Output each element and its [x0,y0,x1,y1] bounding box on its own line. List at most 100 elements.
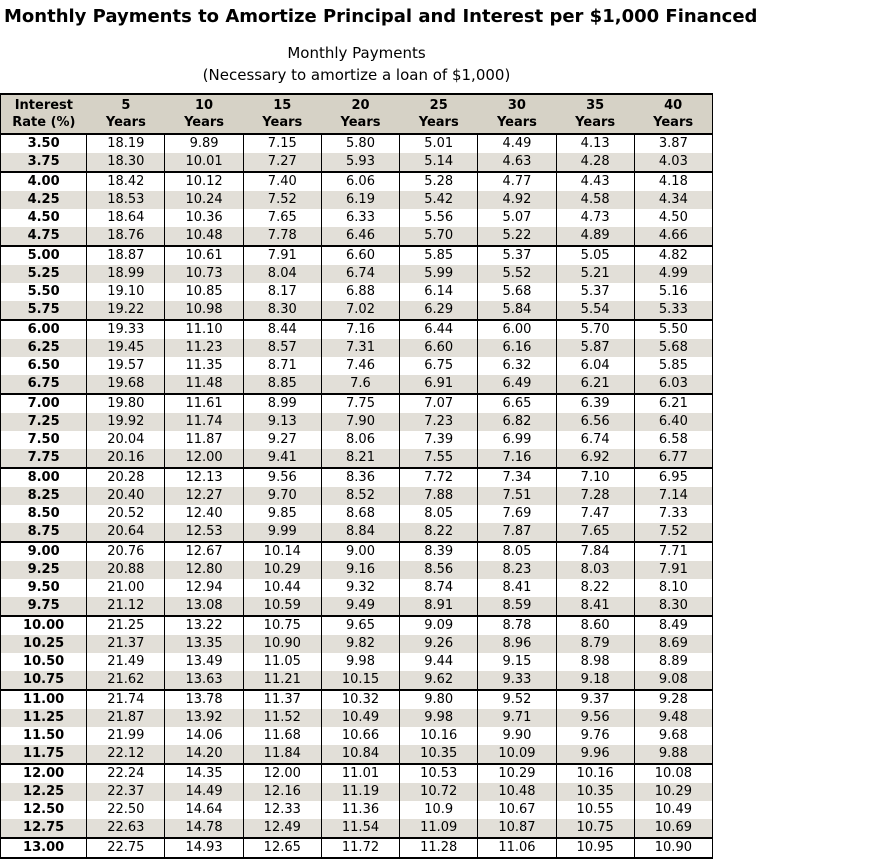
payment-value-cell: 10.08 [633,763,714,783]
table-row: 7.00 19.80 11.61 8.99 7.75 7.07 6.65 6.39 6.21 [0,393,714,413]
amortization-table: Interest Rate (%) 5 Years 10 Years 15 Years 20 Ye… [0,93,714,859]
payment-value-cell: 7.07 [399,393,479,413]
payment-value-cell: 8.30 [242,301,322,320]
payment-value-cell: 19.10 [86,283,166,301]
payment-value-cell: 10.32 [320,689,401,709]
payment-value-cell: 8.96 [477,635,557,653]
payment-value-cell: 21.49 [86,653,166,671]
payment-value-cell: 19.22 [86,301,166,320]
payment-value-cell: 22.50 [86,801,166,819]
payment-value-cell: 8.03 [555,561,635,579]
interest-rate-cell: 9.75 [0,597,88,616]
payment-value-cell: 6.88 [320,283,401,301]
payment-value-cell: 9.16 [320,561,401,579]
payment-value-cell: 9.00 [320,541,401,561]
payment-value-cell: 6.06 [320,171,401,191]
payment-value-cell: 7.51 [477,487,557,505]
payment-value-cell: 9.56 [555,709,635,727]
payment-value-cell: 7.84 [555,541,635,561]
payment-value-cell: 11.68 [242,727,322,745]
payment-value-cell: 4.03 [633,153,714,172]
table-row: 8.50 20.52 12.40 9.85 8.68 8.05 7.69 7.47 7.33 [0,505,714,523]
payment-value-cell: 8.60 [555,615,635,635]
payment-value-cell: 19.68 [86,375,166,394]
payment-value-cell: 8.17 [242,283,322,301]
payment-value-cell: 4.34 [633,191,714,209]
payment-value-cell: 8.57 [242,339,322,357]
payment-value-cell: 6.58 [633,431,714,449]
payment-value-cell: 11.61 [164,393,244,413]
payment-value-cell: 12.49 [242,819,322,838]
interest-rate-cell: 8.50 [0,505,88,523]
table-row: 4.00 18.42 10.12 7.40 6.06 5.28 4.77 4.43 4.18 [0,171,714,191]
payment-value-cell: 9.18 [555,671,635,690]
payment-value-cell: 5.16 [633,283,714,301]
interest-rate-cell: 6.50 [0,357,88,375]
table-row: 10.50 21.49 13.49 11.05 9.98 9.44 9.15 8.98 8.89 [0,653,714,671]
interest-rate-cell: 5.00 [0,245,88,265]
payment-value-cell: 18.30 [86,153,166,172]
interest-rate-cell: 9.00 [0,541,88,561]
payment-value-cell: 8.78 [477,615,557,635]
payment-value-cell: 5.07 [477,209,557,227]
payment-value-cell: 8.44 [242,319,322,339]
payment-value-cell: 7.75 [320,393,401,413]
payment-value-cell: 10.49 [633,801,714,819]
payment-value-cell: 11.36 [320,801,401,819]
payment-value-cell: 5.52 [477,265,557,283]
payment-value-cell: 9.62 [399,671,479,690]
payment-value-cell: 10.29 [477,763,557,783]
payment-value-cell: 13.92 [164,709,244,727]
payment-value-cell: 10.9 [399,801,479,819]
payment-value-cell: 12.65 [242,837,322,859]
interest-rate-cell: 12.50 [0,801,88,819]
payment-value-cell: 4.82 [633,245,714,265]
table-row: 12.00 22.24 14.35 12.00 11.01 10.53 10.29 10.16… [0,763,714,783]
header-row: Interest Rate (%) 5 Years 10 Years 15 Years 20 Ye… [0,93,714,135]
payment-value-cell: 9.32 [320,579,401,597]
payment-value-cell: 4.28 [555,153,635,172]
interest-rate-cell: 11.25 [0,709,88,727]
table-row: 5.75 19.22 10.98 8.30 7.02 6.29 5.84 5.54 5.33 [0,301,714,320]
interest-rate-cell: 12.00 [0,763,88,783]
page-title: Monthly Payments to Amortize Principal a… [4,6,758,27]
payment-value-cell: 11.72 [320,837,401,859]
payment-value-cell: 18.76 [86,227,166,246]
payment-value-cell: 7.52 [242,191,322,209]
payment-value-cell: 11.01 [320,763,401,783]
payment-value-cell: 11.84 [242,745,322,764]
payment-value-cell: 10.53 [399,763,479,783]
table-row: 8.25 20.40 12.27 9.70 8.52 7.88 7.51 7.28 7.14 [0,487,714,505]
payment-value-cell: 10.85 [164,283,244,301]
payment-value-cell: 20.76 [86,541,166,561]
payment-value-cell: 13.08 [164,597,244,616]
payment-value-cell: 9.33 [477,671,557,690]
interest-rate-cell: 7.25 [0,413,88,431]
payment-value-cell: 10.48 [477,783,557,801]
payment-value-cell: 6.56 [555,413,635,431]
payment-value-cell: 8.71 [242,357,322,375]
payment-value-cell: 10.14 [242,541,322,561]
interest-rate-cell: 9.25 [0,561,88,579]
interest-rate-cell: 4.00 [0,171,88,191]
payment-value-cell: 9.98 [399,709,479,727]
payment-value-cell: 7.78 [242,227,322,246]
interest-rate-cell: 11.75 [0,745,88,764]
interest-rate-cell: 5.50 [0,283,88,301]
payment-value-cell: 8.22 [555,579,635,597]
payment-value-cell: 11.37 [242,689,322,709]
years-column-header: 5 Years [86,93,165,135]
table-row: 11.50 21.99 14.06 11.68 10.66 10.16 9.90 9.76 9.… [0,727,714,745]
payment-value-cell: 7.72 [399,467,479,487]
payment-value-cell: 7.15 [242,134,322,153]
payment-value-cell: 6.74 [555,431,635,449]
payment-value-cell: 12.40 [164,505,244,523]
payment-value-cell: 6.39 [555,393,635,413]
payment-value-cell: 10.90 [242,635,322,653]
years-column-header: 15 Years [243,93,322,135]
payment-value-cell: 7.71 [633,541,714,561]
table-row: 10.00 21.25 13.22 10.75 9.65 9.09 8.78 8.60 8.49 [0,615,714,635]
payment-value-cell: 12.80 [164,561,244,579]
payment-value-cell: 12.33 [242,801,322,819]
payment-value-cell: 6.77 [633,449,714,468]
